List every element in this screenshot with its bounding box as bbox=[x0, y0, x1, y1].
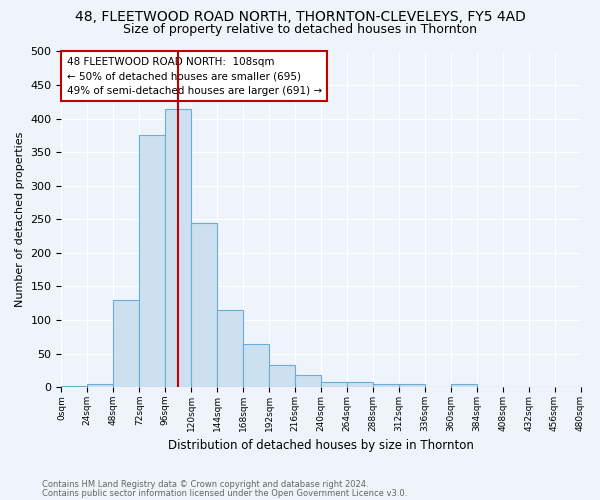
Text: 48 FLEETWOOD ROAD NORTH:  108sqm
← 50% of detached houses are smaller (695)
49% : 48 FLEETWOOD ROAD NORTH: 108sqm ← 50% of… bbox=[67, 56, 322, 96]
Bar bbox=[373, 384, 399, 387]
Bar bbox=[295, 375, 321, 387]
Bar bbox=[217, 310, 243, 387]
Bar bbox=[581, 384, 600, 387]
Bar bbox=[347, 382, 373, 387]
Bar bbox=[269, 365, 295, 387]
Text: Contains public sector information licensed under the Open Government Licence v3: Contains public sector information licen… bbox=[42, 488, 407, 498]
Bar bbox=[139, 136, 165, 387]
Text: 48, FLEETWOOD ROAD NORTH, THORNTON-CLEVELEYS, FY5 4AD: 48, FLEETWOOD ROAD NORTH, THORNTON-CLEVE… bbox=[74, 10, 526, 24]
Bar bbox=[113, 300, 139, 387]
Bar bbox=[88, 384, 113, 387]
Bar bbox=[451, 384, 476, 387]
Bar bbox=[399, 384, 425, 387]
Text: Size of property relative to detached houses in Thornton: Size of property relative to detached ho… bbox=[123, 22, 477, 36]
Y-axis label: Number of detached properties: Number of detached properties bbox=[15, 132, 25, 307]
Bar bbox=[321, 382, 347, 387]
Bar bbox=[191, 222, 217, 387]
Bar bbox=[61, 386, 88, 387]
Bar bbox=[165, 108, 191, 387]
X-axis label: Distribution of detached houses by size in Thornton: Distribution of detached houses by size … bbox=[168, 440, 474, 452]
Text: Contains HM Land Registry data © Crown copyright and database right 2024.: Contains HM Land Registry data © Crown c… bbox=[42, 480, 368, 489]
Bar bbox=[243, 344, 269, 387]
